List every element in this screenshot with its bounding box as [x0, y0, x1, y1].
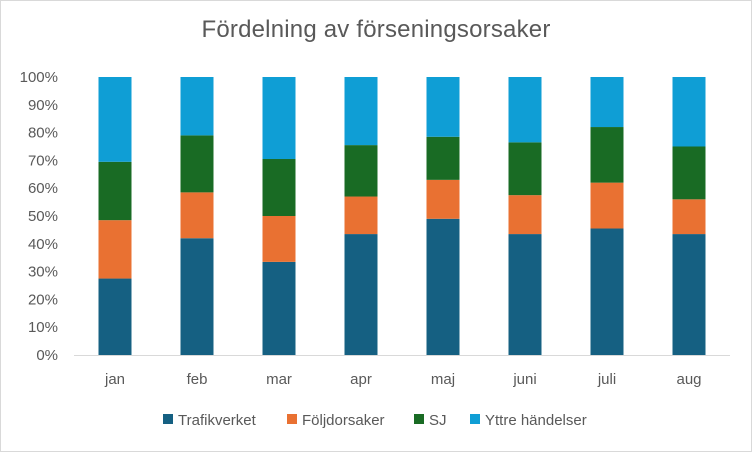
bar-segment [262, 216, 296, 262]
legend: Trafikverket Följdorsaker SJ Yttre händelse… [163, 412, 587, 429]
bar-segment [508, 195, 542, 235]
y-tick-label: 100% [20, 69, 58, 86]
y-tick-label: 40% [28, 236, 58, 253]
bar-segment [98, 161, 132, 221]
bar-segment [426, 218, 460, 355]
bar-segment [344, 234, 378, 355]
bar-segment [344, 77, 378, 146]
y-tick-label: 20% [28, 291, 58, 308]
legend-swatch [470, 414, 480, 424]
y-tick-label: 50% [28, 208, 58, 225]
bar-segment [344, 196, 378, 235]
x-category-label: apr [350, 371, 372, 388]
bar-segment [672, 234, 706, 355]
bars-group [98, 77, 706, 355]
bar-segment [180, 77, 214, 136]
bar-segment [590, 77, 624, 128]
legend-swatch [287, 414, 297, 424]
y-tick-label: 10% [28, 319, 58, 336]
bar-segment [590, 182, 624, 229]
y-tick-label: 90% [28, 97, 58, 114]
y-tick-label: 0% [36, 347, 58, 364]
bar-segment [508, 77, 542, 143]
y-tick-label: 80% [28, 125, 58, 142]
axis-group: 0% 10% 20% 30% 40% 50% 60% 70% 80% 90% 100% jan feb m… [20, 69, 730, 388]
bar-segment [426, 179, 460, 219]
bar-segment [262, 261, 296, 355]
bar-segment [508, 142, 542, 196]
bar-segment [180, 135, 214, 193]
bar-segment [98, 77, 132, 162]
legend-label: Trafikverket [178, 412, 257, 429]
bar-segment [590, 127, 624, 183]
x-category-label: mar [266, 371, 292, 388]
legend-swatch [414, 414, 424, 424]
bar-segment [262, 159, 296, 216]
x-category-label: feb [187, 371, 208, 388]
bar-segment [262, 77, 296, 160]
legend-swatch [163, 414, 173, 424]
bar-segment [590, 228, 624, 355]
x-category-label: juni [512, 371, 536, 388]
bar-segment [98, 278, 132, 355]
legend-label: SJ [429, 412, 447, 429]
chart-title: Fördelning av förseningsorsaker [201, 16, 551, 43]
bar-segment [508, 234, 542, 355]
bar-segment [672, 77, 706, 147]
bar-segment [344, 145, 378, 197]
bar-segment [672, 146, 706, 200]
legend-label: Följdorsaker [302, 412, 385, 429]
x-category-label: jan [104, 371, 125, 388]
x-category-label: maj [431, 371, 455, 388]
legend-label: Yttre händelser [485, 412, 587, 429]
x-category-label: aug [676, 371, 701, 388]
bar-segment [180, 192, 214, 239]
bar-segment [426, 77, 460, 137]
y-tick-label: 30% [28, 264, 58, 281]
y-tick-label: 70% [28, 152, 58, 169]
bar-segment [98, 220, 132, 279]
bar-segment [180, 238, 214, 355]
bar-segment [426, 136, 460, 180]
x-category-label: juli [597, 371, 616, 388]
bar-segment [672, 199, 706, 235]
y-tick-label: 60% [28, 180, 58, 197]
